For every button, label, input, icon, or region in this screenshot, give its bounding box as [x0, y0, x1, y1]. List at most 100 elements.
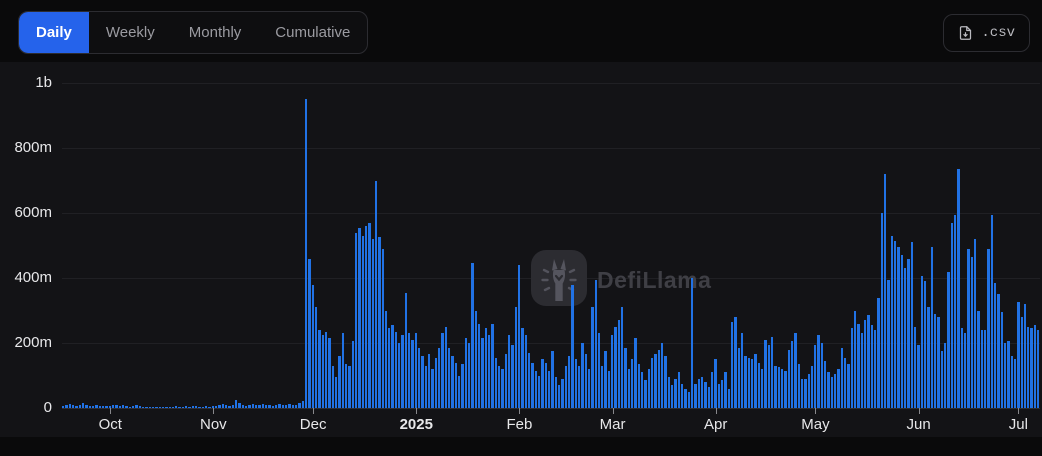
bar[interactable]: [511, 344, 514, 408]
bar[interactable]: [897, 247, 900, 408]
bar[interactable]: [784, 370, 787, 408]
bar[interactable]: [1023, 304, 1027, 408]
bar[interactable]: [894, 240, 897, 408]
bar[interactable]: [927, 307, 930, 408]
bar[interactable]: [291, 404, 294, 408]
bar[interactable]: [115, 405, 118, 408]
bar[interactable]: [168, 407, 171, 408]
bar[interactable]: [990, 214, 993, 408]
bar[interactable]: [368, 222, 371, 408]
bar[interactable]: [394, 331, 398, 408]
bar[interactable]: [241, 405, 245, 408]
bar[interactable]: [844, 357, 847, 408]
bar[interactable]: [384, 310, 388, 408]
bar[interactable]: [867, 315, 870, 408]
tab-monthly[interactable]: Monthly: [172, 12, 259, 53]
bar[interactable]: [864, 320, 867, 408]
bar[interactable]: [301, 400, 304, 408]
bar[interactable]: [830, 377, 834, 408]
bar[interactable]: [491, 323, 494, 408]
bar[interactable]: [195, 406, 198, 408]
bar[interactable]: [1030, 328, 1033, 408]
bar[interactable]: [151, 407, 155, 408]
bar[interactable]: [78, 404, 81, 408]
bar[interactable]: [434, 357, 438, 408]
bar[interactable]: [701, 377, 704, 408]
bar[interactable]: [810, 365, 814, 408]
bar[interactable]: [957, 169, 960, 408]
bar[interactable]: [158, 407, 161, 408]
bar[interactable]: [288, 403, 291, 408]
bar[interactable]: [68, 404, 71, 408]
bar[interactable]: [870, 325, 874, 408]
bar[interactable]: [684, 388, 687, 408]
bar[interactable]: [757, 362, 760, 408]
bar[interactable]: [145, 407, 148, 408]
bar[interactable]: [644, 380, 647, 408]
bar[interactable]: [917, 344, 920, 408]
bar[interactable]: [138, 406, 141, 408]
bar[interactable]: [501, 369, 504, 408]
bar[interactable]: [344, 364, 348, 408]
bar[interactable]: [710, 372, 714, 408]
bar[interactable]: [1037, 330, 1040, 408]
bar[interactable]: [694, 383, 697, 408]
bar[interactable]: [681, 383, 684, 408]
bar[interactable]: [814, 344, 817, 408]
bar[interactable]: [637, 364, 641, 408]
bar[interactable]: [265, 404, 268, 408]
bar[interactable]: [627, 369, 631, 408]
bar[interactable]: [987, 248, 990, 408]
bar[interactable]: [221, 403, 225, 408]
bar[interactable]: [494, 357, 497, 408]
bar[interactable]: [261, 404, 265, 408]
bar[interactable]: [647, 369, 651, 408]
bar[interactable]: [587, 369, 591, 408]
bar[interactable]: [777, 367, 780, 408]
tab-daily[interactable]: Daily: [19, 12, 89, 53]
bar[interactable]: [904, 268, 907, 408]
bar[interactable]: [607, 370, 611, 408]
bar[interactable]: [354, 232, 358, 408]
bar[interactable]: [561, 378, 564, 408]
bar[interactable]: [334, 377, 338, 408]
bar[interactable]: [724, 372, 727, 408]
bar[interactable]: [484, 328, 487, 408]
bar[interactable]: [281, 404, 284, 408]
bar[interactable]: [667, 377, 671, 408]
bar[interactable]: [404, 292, 408, 408]
bar[interactable]: [201, 407, 205, 408]
bar[interactable]: [817, 334, 820, 408]
bar[interactable]: [920, 276, 923, 408]
bar[interactable]: [517, 265, 521, 408]
bar[interactable]: [294, 405, 298, 408]
bar[interactable]: [594, 279, 597, 408]
bar[interactable]: [235, 399, 238, 408]
bar[interactable]: [720, 380, 724, 408]
bar[interactable]: [597, 333, 601, 408]
bar[interactable]: [960, 328, 963, 408]
bar[interactable]: [338, 356, 341, 408]
bar[interactable]: [547, 370, 551, 408]
bar[interactable]: [767, 344, 770, 408]
bar[interactable]: [887, 279, 890, 408]
bar[interactable]: [750, 359, 754, 408]
bar[interactable]: [245, 405, 248, 408]
bar[interactable]: [827, 372, 830, 408]
bar[interactable]: [341, 333, 344, 408]
bar[interactable]: [71, 405, 75, 408]
bar[interactable]: [1017, 302, 1020, 408]
bar[interactable]: [205, 406, 208, 408]
bar[interactable]: [774, 365, 777, 408]
bar[interactable]: [75, 406, 78, 408]
bar[interactable]: [963, 333, 967, 408]
bar[interactable]: [348, 365, 351, 408]
bar[interactable]: [161, 407, 165, 408]
bar[interactable]: [923, 281, 927, 408]
bar[interactable]: [141, 406, 145, 408]
bar[interactable]: [664, 356, 667, 408]
bar[interactable]: [874, 330, 877, 408]
bar[interactable]: [428, 354, 431, 408]
bar[interactable]: [804, 378, 807, 408]
bar[interactable]: [973, 239, 977, 408]
